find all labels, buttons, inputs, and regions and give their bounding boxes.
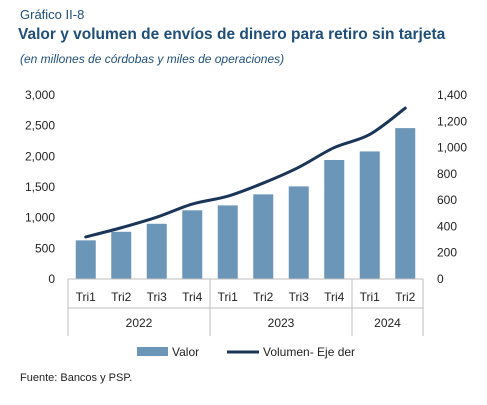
bar <box>288 186 309 279</box>
x-tick-label: Tri2 <box>111 290 132 304</box>
y-left-tick-label: 1,500 <box>25 180 55 194</box>
legend-label-volumen: Volumen- Eje der <box>263 345 355 359</box>
bar <box>324 160 345 279</box>
bar <box>217 205 238 279</box>
x-tick-label: Tri3 <box>147 290 168 304</box>
y-right-tick-label: 400 <box>437 219 457 233</box>
x-tick-label: Tri4 <box>182 290 203 304</box>
chart-subtitle: (en millones de córdobas y miles de oper… <box>20 52 285 66</box>
y-left-tick-label: 3,000 <box>25 88 55 102</box>
x-tick-label: Tri1 <box>218 290 239 304</box>
source-note: Fuente: Bancos y PSP. <box>20 372 133 384</box>
x-group-label: 2023 <box>268 316 295 330</box>
y-right-tick-label: 1,400 <box>437 88 467 102</box>
x-group-label: 2024 <box>374 316 401 330</box>
bar <box>146 223 167 279</box>
legend-label-valor: Valor <box>172 345 199 359</box>
chart: 0 500 1,000 1,500 2,000 2,500 3,000 0 200 400 600 8… <box>25 88 467 359</box>
chart-title: Valor y volumen de envíos de dinero para… <box>18 26 446 43</box>
bar <box>111 231 132 279</box>
y-left-tick-label: 1,000 <box>25 211 55 225</box>
x-tick-label: Tri1 <box>76 290 97 304</box>
x-tick-label: Tri1 <box>360 290 381 304</box>
x-tick-label: Tri4 <box>324 290 345 304</box>
bar <box>182 210 203 279</box>
y-left-tick-label: 2,000 <box>25 149 55 163</box>
x-group-label: 2022 <box>126 316 153 330</box>
y-right-tick-label: 600 <box>437 193 457 207</box>
y-right-tick-label: 0 <box>437 272 444 286</box>
x-tick-label: Tri3 <box>289 290 310 304</box>
bar <box>395 128 416 279</box>
y-right-tick-label: 1,000 <box>437 141 467 155</box>
series-line-volumen <box>84 106 407 239</box>
bar <box>359 151 380 279</box>
y-right-tick-label: 1,200 <box>437 114 467 128</box>
bar <box>253 194 274 279</box>
y-left-tick-label: 2,500 <box>25 119 55 133</box>
x-tick-label: Tri2 <box>395 290 416 304</box>
x-tick-label: Tri2 <box>253 290 274 304</box>
bar <box>75 240 96 279</box>
y-left-tick-label: 0 <box>48 272 55 286</box>
y-left-tick-label: 500 <box>35 241 55 255</box>
y-right-tick-label: 800 <box>437 167 457 181</box>
legend-swatch-valor <box>137 347 168 356</box>
figure-label: Gráfico II-8 <box>20 7 85 22</box>
y-right-tick-label: 200 <box>437 246 457 260</box>
